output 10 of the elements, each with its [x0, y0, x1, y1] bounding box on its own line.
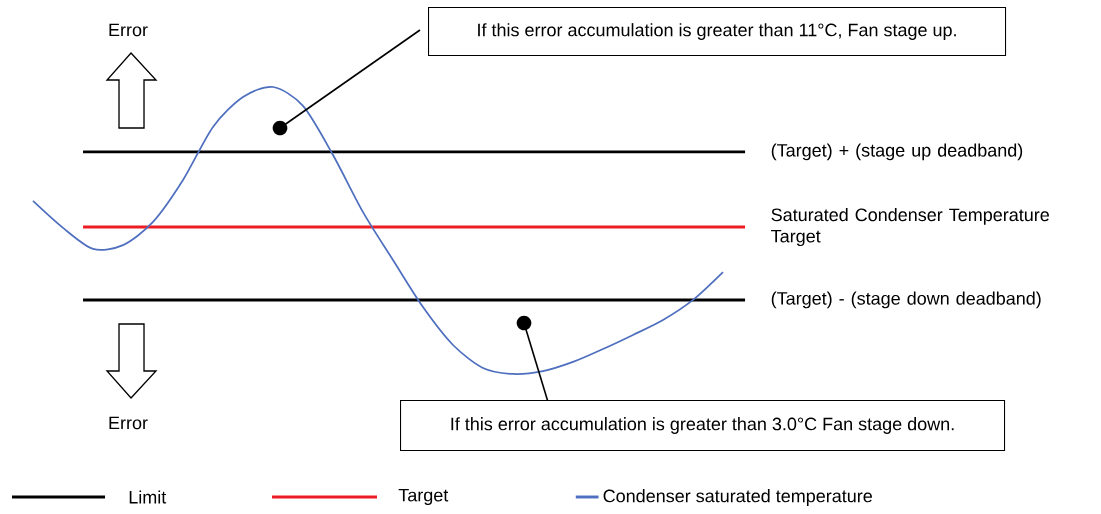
legend-label: Condenser saturated temperature	[603, 489, 872, 506]
text: Error	[109, 23, 148, 37]
ref-line-label: (Target) - (stage down deadband)	[771, 291, 1041, 309]
text: Target	[398, 488, 449, 506]
text: If this error accumulation is greater than 3.0°C Fan stage down.	[451, 417, 954, 434]
ref-line-label: Saturated Condenser Temperature Target	[771, 207, 1049, 247]
text: If this error accumulation is greater than 11°C, Fan stage up.	[478, 23, 956, 40]
text: Limit	[129, 490, 167, 504]
ref-line-label: (Target) + (stage up deadband)	[771, 143, 1023, 161]
text: Error	[109, 416, 148, 430]
